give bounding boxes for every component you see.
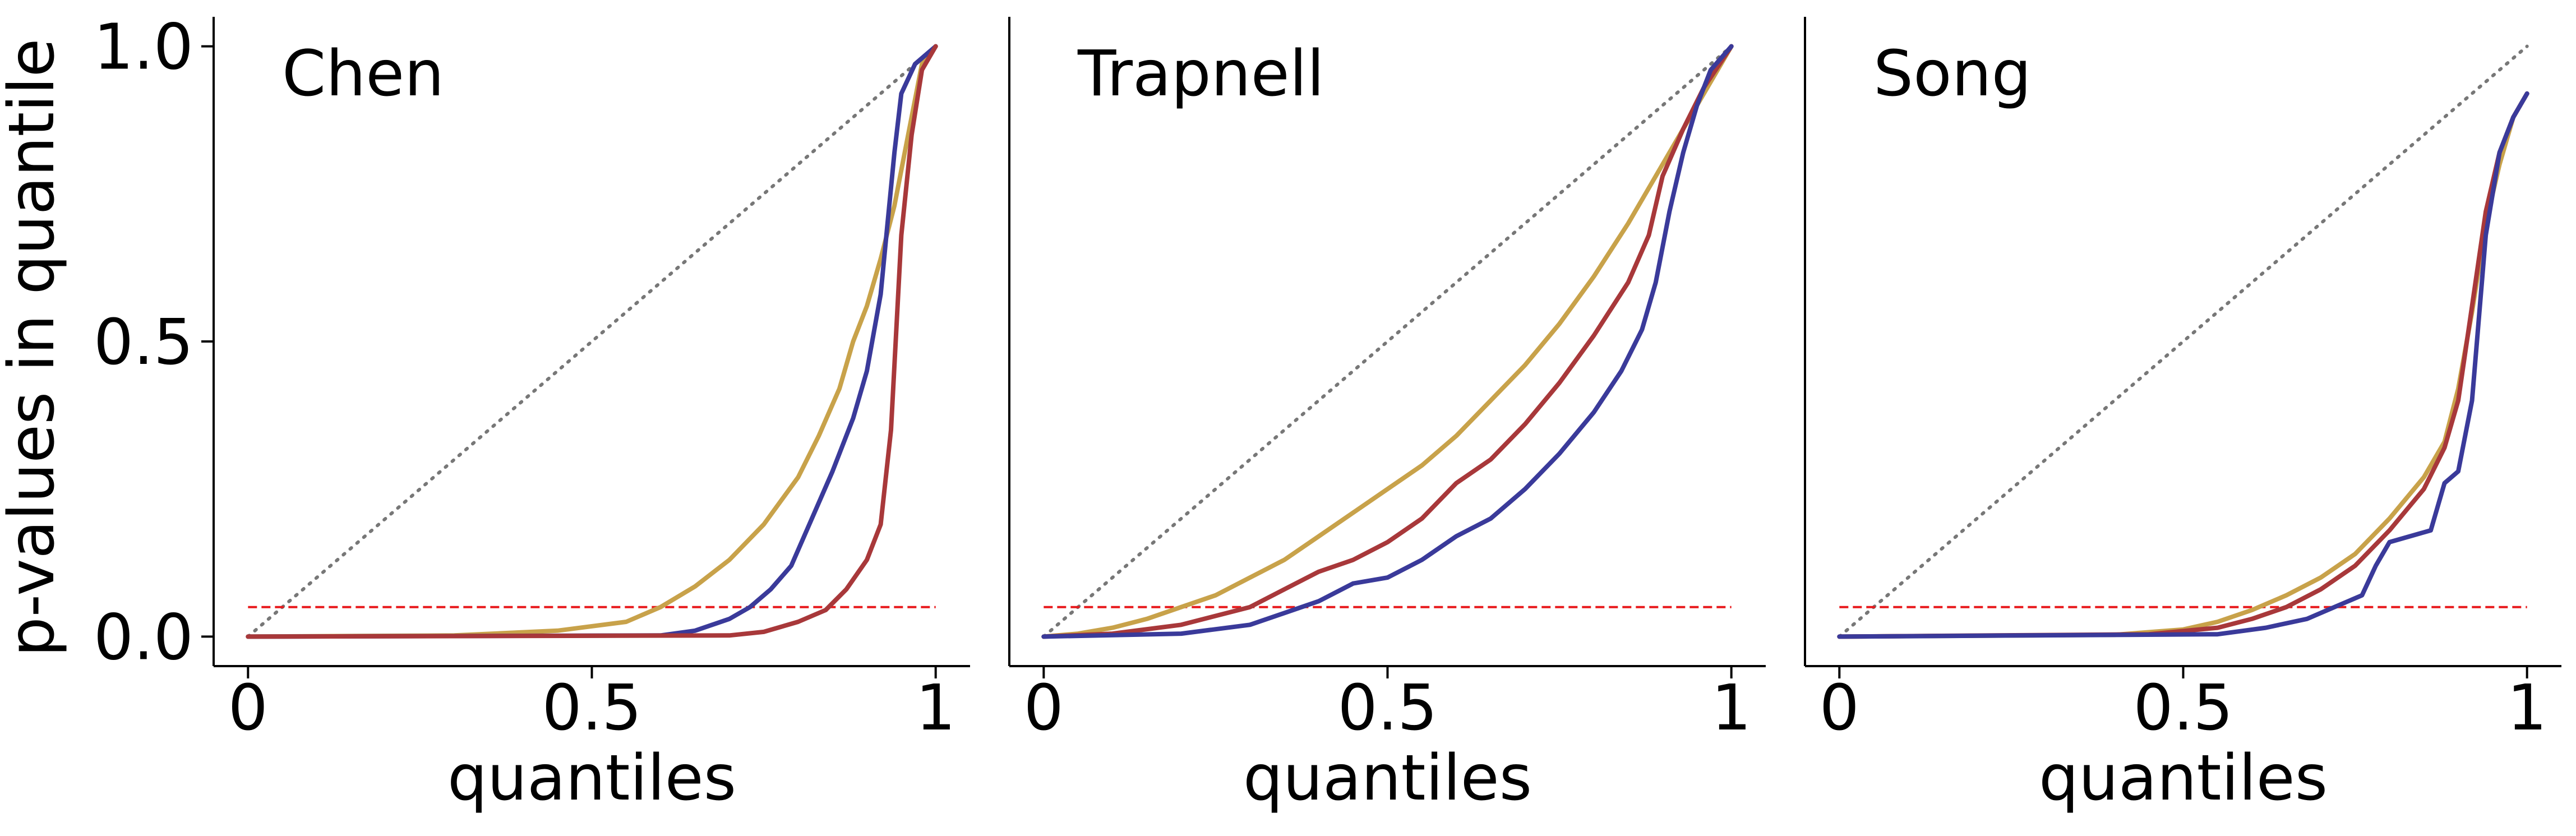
x-axis-label: quantiles <box>1243 742 1532 815</box>
series-line-3 <box>1041 44 1734 639</box>
x-tick-label: 1 <box>916 672 955 745</box>
series-line-1 <box>1837 91 2529 639</box>
panels: 0 0.5 1 0.0 0.5 1.0 quantiles Chen 0 0.5 1 quantile… <box>94 11 2561 815</box>
panel-title: Trapnell <box>1077 38 1324 110</box>
diagonal-reference-line <box>246 44 938 639</box>
y-tick-label: 0.5 <box>94 306 193 379</box>
series-line-3 <box>1837 91 2529 639</box>
series-line-2 <box>1837 91 2529 639</box>
diagonal-reference-line <box>1042 44 1733 639</box>
series-line-3 <box>246 44 938 639</box>
y-tick-label: 1.0 <box>94 11 193 84</box>
panel-song: 0 0.5 1 quantiles Song <box>1804 17 2561 815</box>
y-axis-label: p-values in quantile <box>0 39 68 657</box>
x-tick-label: 1 <box>2507 672 2547 745</box>
series-line-2 <box>1041 44 1734 639</box>
series-line-1 <box>246 44 938 639</box>
x-tick-label: 0.5 <box>2133 672 2233 745</box>
panel-title: Song <box>1873 38 2032 110</box>
x-tick-label: 1 <box>1711 672 1751 745</box>
x-tick-label: 0.5 <box>542 672 641 745</box>
panel-chen: 0 0.5 1 0.0 0.5 1.0 quantiles Chen <box>94 11 970 815</box>
x-tick-label: 0 <box>1024 672 1064 745</box>
x-tick-label: 0.5 <box>1337 672 1437 745</box>
series-line-1 <box>1041 44 1734 639</box>
diagonal-reference-line <box>1838 44 2529 639</box>
panel-trapnell: 0 0.5 1 quantiles Trapnell <box>1008 17 1766 815</box>
panel-title: Chen <box>282 38 444 110</box>
y-tick-label: 0.0 <box>94 601 193 674</box>
x-axis-label: quantiles <box>447 742 736 815</box>
x-tick-label: 0 <box>228 672 268 745</box>
series-line-2 <box>246 44 938 639</box>
x-tick-label: 0 <box>1820 672 1859 745</box>
x-axis-label: quantiles <box>2039 742 2328 815</box>
